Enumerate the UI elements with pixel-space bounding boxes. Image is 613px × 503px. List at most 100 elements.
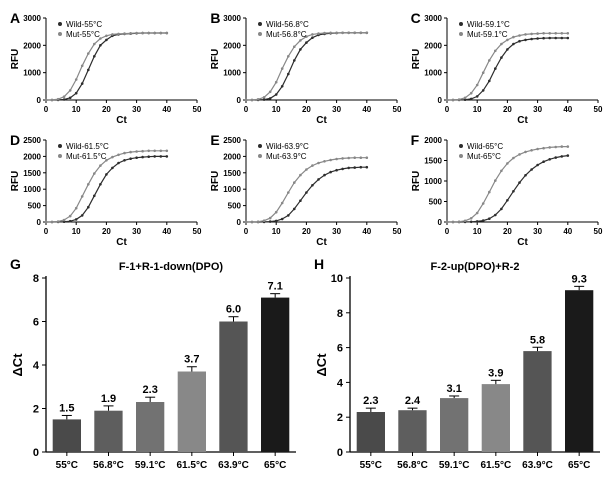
svg-text:1000: 1000 bbox=[23, 69, 41, 78]
svg-text:Wild-55°C: Wild-55°C bbox=[66, 20, 102, 29]
svg-text:3000: 3000 bbox=[23, 14, 41, 23]
svg-text:7.1: 7.1 bbox=[268, 281, 283, 293]
svg-text:40: 40 bbox=[563, 227, 572, 236]
svg-text:RFU: RFU bbox=[210, 171, 221, 192]
svg-text:1000: 1000 bbox=[424, 177, 442, 186]
bar-panel-G: GF-1+R-1-down(DPO)02468ΔCt1.555°C1.956.8… bbox=[8, 254, 304, 482]
svg-text:Ct: Ct bbox=[116, 115, 127, 126]
svg-text:5.8: 5.8 bbox=[530, 334, 545, 346]
svg-text:RFU: RFU bbox=[411, 171, 422, 192]
svg-text:1000: 1000 bbox=[224, 69, 242, 78]
svg-text:F-1+R-1-down(DPO): F-1+R-1-down(DPO) bbox=[119, 261, 224, 273]
svg-text:3.1: 3.1 bbox=[447, 383, 462, 395]
svg-text:6: 6 bbox=[337, 343, 343, 355]
svg-text:10: 10 bbox=[272, 227, 281, 236]
svg-text:30: 30 bbox=[332, 105, 341, 114]
svg-text:Ct: Ct bbox=[517, 237, 528, 248]
svg-text:1.9: 1.9 bbox=[101, 393, 116, 405]
svg-text:0: 0 bbox=[44, 105, 49, 114]
svg-text:0: 0 bbox=[237, 96, 242, 105]
pcr-grid: A01020304050Ct0100020003000RFUWild-55°CM… bbox=[8, 8, 605, 248]
svg-text:20: 20 bbox=[302, 105, 311, 114]
svg-text:65°C: 65°C bbox=[264, 460, 286, 471]
panel-label: G bbox=[10, 256, 21, 272]
svg-text:Mut-56.8°C: Mut-56.8°C bbox=[266, 30, 307, 39]
svg-text:0: 0 bbox=[437, 218, 442, 227]
svg-text:50: 50 bbox=[593, 227, 602, 236]
svg-text:0: 0 bbox=[444, 227, 449, 236]
svg-text:Mut-65°C: Mut-65°C bbox=[467, 152, 501, 161]
svg-text:10: 10 bbox=[472, 227, 481, 236]
pcr-panel-D: D01020304050Ct05001000150020002500RFUWil… bbox=[8, 130, 204, 248]
svg-text:50: 50 bbox=[393, 227, 402, 236]
svg-text:4: 4 bbox=[33, 360, 40, 372]
svg-text:20: 20 bbox=[503, 105, 512, 114]
svg-text:Wild-61.5°C: Wild-61.5°C bbox=[66, 142, 109, 151]
svg-text:Wild-59.1°C: Wild-59.1°C bbox=[467, 20, 510, 29]
svg-text:30: 30 bbox=[533, 105, 542, 114]
svg-text:50: 50 bbox=[193, 227, 202, 236]
panel-label: D bbox=[10, 132, 20, 148]
svg-text:40: 40 bbox=[363, 105, 372, 114]
svg-text:2000: 2000 bbox=[224, 41, 242, 50]
svg-text:0: 0 bbox=[244, 105, 249, 114]
svg-text:30: 30 bbox=[533, 227, 542, 236]
svg-text:10: 10 bbox=[272, 105, 281, 114]
svg-text:2: 2 bbox=[33, 404, 39, 416]
svg-text:Wild-65°C: Wild-65°C bbox=[467, 142, 503, 151]
svg-text:500: 500 bbox=[28, 202, 42, 211]
svg-text:1500: 1500 bbox=[224, 169, 242, 178]
svg-text:1500: 1500 bbox=[23, 169, 41, 178]
svg-text:10: 10 bbox=[331, 273, 343, 285]
svg-text:10: 10 bbox=[72, 227, 81, 236]
panel-label: B bbox=[210, 10, 220, 26]
svg-text:Ct: Ct bbox=[517, 115, 528, 126]
svg-text:6.0: 6.0 bbox=[226, 304, 241, 316]
svg-text:10: 10 bbox=[472, 105, 481, 114]
svg-text:0: 0 bbox=[37, 96, 42, 105]
svg-text:ΔCt: ΔCt bbox=[10, 353, 25, 377]
svg-text:65°C: 65°C bbox=[568, 460, 590, 471]
svg-text:Ct: Ct bbox=[317, 237, 328, 248]
svg-text:8: 8 bbox=[337, 308, 343, 320]
svg-text:2000: 2000 bbox=[424, 136, 442, 145]
svg-text:F-2-up(DPO)+R-2: F-2-up(DPO)+R-2 bbox=[431, 261, 520, 273]
svg-text:500: 500 bbox=[228, 202, 242, 211]
svg-text:59.1°C: 59.1°C bbox=[439, 460, 470, 471]
panel-label: H bbox=[314, 256, 324, 272]
svg-text:2000: 2000 bbox=[23, 41, 41, 50]
svg-text:0: 0 bbox=[244, 227, 249, 236]
svg-text:1000: 1000 bbox=[224, 185, 242, 194]
svg-text:2.3: 2.3 bbox=[143, 384, 158, 396]
svg-text:RFU: RFU bbox=[411, 49, 422, 70]
svg-text:1.5: 1.5 bbox=[59, 402, 74, 414]
panel-label: C bbox=[411, 10, 421, 26]
svg-text:0: 0 bbox=[237, 218, 242, 227]
bar-panel-H: HF-2-up(DPO)+R-20246810ΔCt2.355°C2.456.8… bbox=[312, 254, 608, 482]
svg-text:2: 2 bbox=[337, 412, 343, 424]
svg-text:2.3: 2.3 bbox=[363, 395, 378, 407]
svg-text:RFU: RFU bbox=[10, 49, 21, 70]
svg-text:0: 0 bbox=[444, 105, 449, 114]
svg-text:9.3: 9.3 bbox=[572, 273, 587, 285]
svg-text:2500: 2500 bbox=[23, 136, 41, 145]
pcr-panel-C: C01020304050Ct0100020003000RFUWild-59.1°… bbox=[409, 8, 605, 126]
pcr-panel-F: F01020304050Ct0500100015002000RFUWild-65… bbox=[409, 130, 605, 248]
svg-text:20: 20 bbox=[102, 227, 111, 236]
pcr-panel-A: A01020304050Ct0100020003000RFUWild-55°CM… bbox=[8, 8, 204, 126]
svg-text:Mut-55°C: Mut-55°C bbox=[66, 30, 100, 39]
pcr-panel-B: B01020304050Ct0100020003000RFUWild-56.8°… bbox=[208, 8, 404, 126]
svg-text:8: 8 bbox=[33, 273, 39, 285]
svg-text:55°C: 55°C bbox=[360, 460, 382, 471]
svg-text:50: 50 bbox=[593, 105, 602, 114]
svg-text:Wild-63.9°C: Wild-63.9°C bbox=[266, 142, 309, 151]
svg-text:0: 0 bbox=[337, 447, 343, 459]
svg-text:20: 20 bbox=[102, 105, 111, 114]
svg-text:0: 0 bbox=[437, 96, 442, 105]
svg-text:3000: 3000 bbox=[424, 14, 442, 23]
svg-text:63.9°C: 63.9°C bbox=[218, 460, 249, 471]
svg-text:61.5°C: 61.5°C bbox=[176, 460, 207, 471]
svg-text:55°C: 55°C bbox=[56, 460, 78, 471]
svg-text:0: 0 bbox=[33, 447, 39, 459]
svg-text:40: 40 bbox=[162, 105, 171, 114]
